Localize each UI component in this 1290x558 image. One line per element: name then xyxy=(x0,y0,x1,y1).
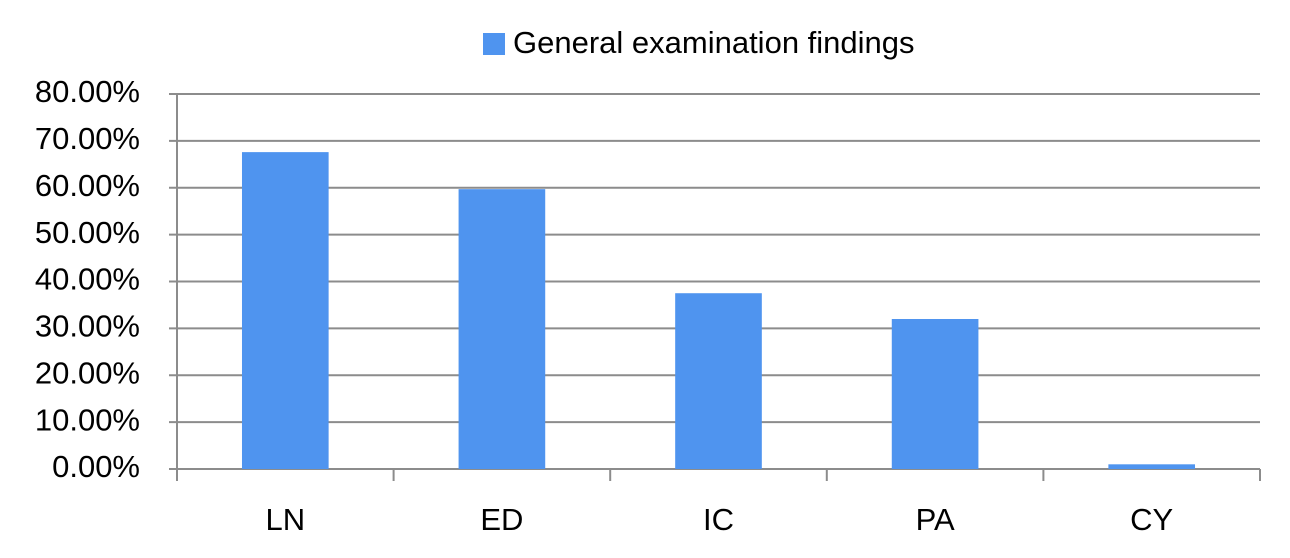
x-tick-label: CY xyxy=(1130,502,1173,537)
y-tick-label: 70.00% xyxy=(35,121,140,156)
legend-swatch xyxy=(483,33,505,55)
x-tick-label: ED xyxy=(480,502,523,537)
x-tick-label: LN xyxy=(265,502,305,537)
bar xyxy=(241,152,329,469)
x-tick-label: PA xyxy=(916,502,955,537)
y-tick-label: 20.00% xyxy=(35,355,140,390)
y-tick-label: 0.00% xyxy=(52,449,140,484)
bar xyxy=(1108,464,1196,469)
x-tick-label: IC xyxy=(703,502,734,537)
y-tick-label: 60.00% xyxy=(35,168,140,203)
y-tick-label: 40.00% xyxy=(35,262,140,297)
y-tick-label: 10.00% xyxy=(35,402,140,437)
bar xyxy=(458,189,546,469)
y-tick-label: 30.00% xyxy=(35,309,140,344)
bar xyxy=(675,293,762,469)
legend-label: General examination findings xyxy=(513,25,915,60)
bar xyxy=(891,319,979,469)
y-tick-label: 50.00% xyxy=(35,215,140,250)
y-tick-label: 80.00% xyxy=(35,74,140,109)
